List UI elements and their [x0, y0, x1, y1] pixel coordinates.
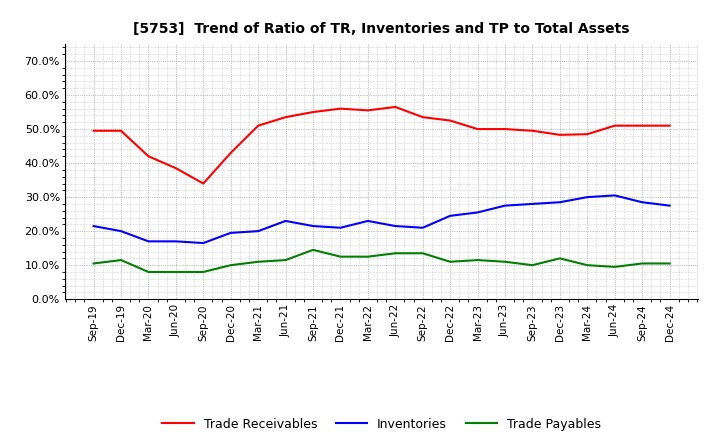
Inventories	[226, 230, 235, 235]
Inventories	[665, 203, 674, 208]
Inventories	[144, 239, 153, 244]
Inventories	[556, 200, 564, 205]
Trade Receivables	[364, 108, 372, 113]
Trade Payables	[638, 261, 647, 266]
Line: Trade Payables: Trade Payables	[94, 250, 670, 272]
Trade Receivables	[638, 123, 647, 128]
Trade Receivables	[665, 123, 674, 128]
Trade Payables	[418, 251, 427, 256]
Trade Payables	[665, 261, 674, 266]
Inventories	[473, 210, 482, 215]
Trade Payables	[473, 257, 482, 263]
Line: Inventories: Inventories	[94, 195, 670, 243]
Trade Receivables	[336, 106, 345, 111]
Trade Receivables	[583, 132, 592, 137]
Trade Receivables	[418, 114, 427, 120]
Inventories	[638, 200, 647, 205]
Trade Payables	[528, 263, 537, 268]
Inventories	[611, 193, 619, 198]
Inventories	[282, 218, 290, 224]
Trade Receivables	[144, 154, 153, 159]
Inventories	[446, 213, 454, 219]
Trade Payables	[117, 257, 125, 263]
Inventories	[336, 225, 345, 231]
Trade Payables	[336, 254, 345, 259]
Trade Payables	[309, 247, 318, 253]
Inventories	[309, 224, 318, 229]
Trade Receivables	[391, 104, 400, 110]
Trade Payables	[282, 257, 290, 263]
Inventories	[199, 240, 207, 246]
Trade Payables	[364, 254, 372, 259]
Trade Payables	[446, 259, 454, 264]
Inventories	[391, 224, 400, 229]
Trade Payables	[89, 261, 98, 266]
Trade Payables	[500, 259, 509, 264]
Trade Receivables	[446, 118, 454, 123]
Inventories	[254, 228, 263, 234]
Trade Receivables	[226, 150, 235, 155]
Inventories	[500, 203, 509, 208]
Trade Receivables	[500, 126, 509, 132]
Inventories	[171, 239, 180, 244]
Trade Receivables	[473, 126, 482, 132]
Trade Receivables	[528, 128, 537, 133]
Line: Trade Receivables: Trade Receivables	[94, 107, 670, 183]
Legend: Trade Receivables, Inventories, Trade Payables: Trade Receivables, Inventories, Trade Pa…	[157, 413, 606, 436]
Inventories	[528, 201, 537, 206]
Trade Receivables	[117, 128, 125, 133]
Inventories	[583, 194, 592, 200]
Trade Payables	[144, 269, 153, 275]
Trade Payables	[556, 256, 564, 261]
Title: [5753]  Trend of Ratio of TR, Inventories and TP to Total Assets: [5753] Trend of Ratio of TR, Inventories…	[133, 22, 630, 36]
Trade Receivables	[199, 181, 207, 186]
Trade Payables	[611, 264, 619, 270]
Trade Receivables	[309, 110, 318, 115]
Trade Payables	[226, 263, 235, 268]
Trade Payables	[583, 263, 592, 268]
Trade Receivables	[556, 132, 564, 137]
Inventories	[418, 225, 427, 231]
Trade Receivables	[89, 128, 98, 133]
Trade Payables	[254, 259, 263, 264]
Trade Payables	[199, 269, 207, 275]
Trade Payables	[171, 269, 180, 275]
Trade Payables	[391, 251, 400, 256]
Trade Receivables	[611, 123, 619, 128]
Trade Receivables	[282, 114, 290, 120]
Trade Receivables	[171, 165, 180, 171]
Inventories	[89, 224, 98, 229]
Inventories	[117, 228, 125, 234]
Inventories	[364, 218, 372, 224]
Trade Receivables	[254, 123, 263, 128]
